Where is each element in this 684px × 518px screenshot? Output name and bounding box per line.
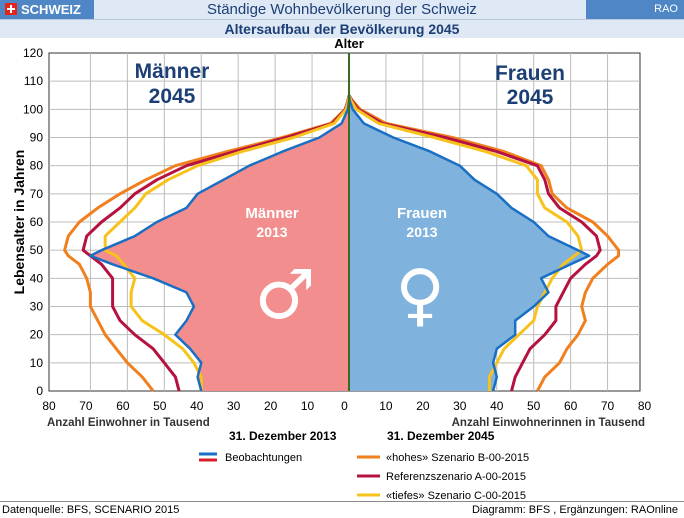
x-tick-label-left: 40 — [190, 399, 204, 413]
center-axis-title: Alter — [334, 38, 364, 51]
x-tick-label-right: 20 — [416, 399, 430, 413]
footer-source: Datenquelle: BFS, SCENARIO 2015 — [2, 504, 180, 516]
male-symbol-icon: ♂ — [255, 256, 316, 335]
rao-badge[interactable]: RAO — [586, 0, 684, 19]
y-tick-label: 70 — [30, 187, 44, 201]
line-observed-female — [347, 95, 591, 392]
schweiz-badge[interactable]: SCHWEIZ — [0, 0, 94, 19]
x-axis-title-right: Anzahl Einwohnerinnen in Tausend — [452, 417, 645, 429]
legend-label-tiefes: «tiefes» Szenario C-00-2015 — [386, 490, 526, 501]
x-tick-label-right: 50 — [527, 399, 541, 413]
y-tick-label: 90 — [30, 131, 44, 145]
x-tick-label-left: 30 — [227, 399, 241, 413]
label-female-2045: Frauen — [495, 62, 565, 85]
y-tick-label: 40 — [30, 271, 44, 285]
x-tick-label-right: 70 — [601, 399, 615, 413]
y-tick-label: 60 — [30, 215, 44, 229]
line-tiefes-female — [347, 94, 584, 391]
legend-label-observed: Beobachtungen — [225, 452, 302, 464]
subtitle-bar — [0, 20, 684, 38]
legend-header-2013: 31. Dezember 2013 — [229, 429, 337, 443]
x-tick-label-right: 30 — [453, 399, 467, 413]
x-tick-label-left: 50 — [153, 399, 167, 413]
label-female-2013: Frauen — [397, 205, 447, 222]
x-tick-label-right: 40 — [490, 399, 504, 413]
y-tick-label: 110 — [24, 74, 43, 88]
x-tick-label-left: 10 — [301, 399, 315, 413]
female-symbol-icon: ♀ — [395, 256, 445, 335]
line-referenz-female — [347, 94, 602, 392]
y-tick-label: 10 — [30, 356, 44, 370]
x-tick-label-left: 20 — [264, 399, 278, 413]
x-axis-title-left: Anzahl Einwohner in Tausend — [47, 417, 210, 429]
label-male-2045-year: 2045 — [149, 85, 196, 108]
x-tick-label-left: 70 — [79, 399, 93, 413]
y-tick-label: 20 — [30, 328, 44, 342]
legend-label-referenz: Referenzszenario A-00-2015 — [386, 471, 526, 483]
y-tick-label: 120 — [23, 46, 43, 60]
x-tick-label-left: 0 — [341, 399, 348, 413]
y-tick-label: 30 — [30, 300, 44, 314]
x-tick-label-right: 60 — [564, 399, 578, 413]
line-observed-male — [89, 95, 351, 392]
x-tick-label-right: 10 — [379, 399, 393, 413]
chart-title: Altersaufbau der Bevölkerung 2045 — [224, 21, 460, 37]
area-observed-male — [90, 95, 350, 391]
footer: Datenquelle: BFS, SCENARIO 2015 Diagramm… — [0, 501, 684, 518]
label-male-2013-year: 2013 — [256, 224, 287, 240]
header-bar — [0, 0, 684, 20]
y-tick-label: 50 — [30, 243, 44, 257]
x-tick-label-right: 80 — [638, 399, 652, 413]
legend-header-2045: 31. Dezember 2045 — [387, 429, 495, 443]
x-tick-label-left: 80 — [42, 399, 56, 413]
label-male-2045: Männer — [135, 60, 210, 83]
swiss-flag-icon — [5, 3, 17, 15]
y-tick-label: 0 — [36, 384, 43, 398]
y-tick-label: 80 — [30, 159, 44, 173]
y-tick-label: 100 — [23, 102, 43, 116]
y-axis-title: Lebensalter in Jahren — [11, 150, 27, 295]
x-tick-label-left: 60 — [116, 399, 130, 413]
label-male-2013: Männer — [245, 205, 299, 222]
label-female-2013-year: 2013 — [406, 224, 437, 240]
badge-label: SCHWEIZ — [21, 2, 81, 17]
line-referenz-male — [81, 95, 351, 392]
label-female-2045-year: 2045 — [507, 86, 554, 109]
line-tiefes-male — [103, 95, 351, 391]
legend-label-hohes: «hohes» Szenario B-00-2015 — [386, 452, 529, 464]
footer-credit: Diagramm: BFS , Ergänzungen: RAOnline — [471, 504, 678, 516]
page-title: Ständige Wohnbevölkerung der Schweiz — [207, 1, 477, 18]
area-observed-female — [349, 95, 590, 391]
